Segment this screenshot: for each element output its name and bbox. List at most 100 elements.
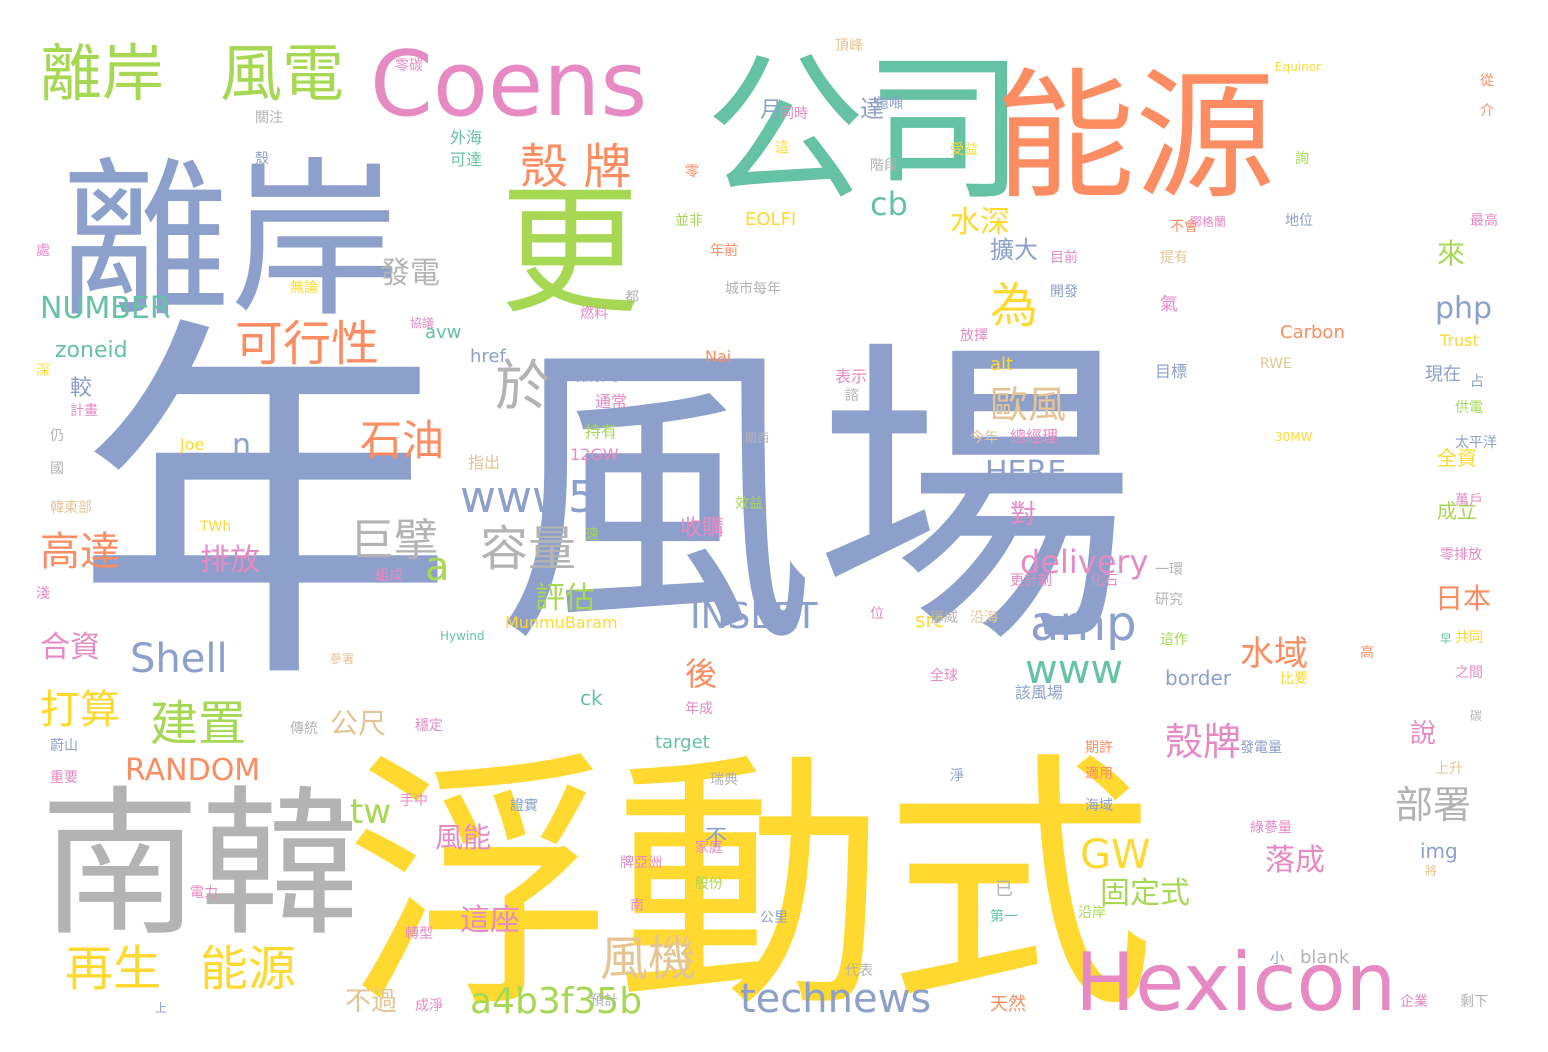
cloud-word: 年成 bbox=[685, 701, 713, 717]
cloud-word: www bbox=[1025, 647, 1123, 693]
cloud-word: 30MW bbox=[1275, 430, 1313, 444]
cloud-word: ck bbox=[580, 686, 603, 710]
cloud-word: 這 bbox=[775, 140, 789, 156]
cloud-word: 適用 bbox=[1085, 765, 1113, 782]
cloud-word: blank bbox=[1300, 947, 1350, 968]
cloud-word: 轉型 bbox=[405, 926, 433, 942]
cloud-word: 殼牌 bbox=[1165, 720, 1241, 764]
cloud-word: amp bbox=[1030, 596, 1137, 652]
cloud-word: 評估 bbox=[535, 581, 595, 616]
cloud-word: 深 bbox=[36, 363, 50, 379]
cloud-word: 能源 bbox=[200, 941, 296, 997]
cloud-word: 現在 bbox=[1425, 364, 1461, 385]
cloud-word: 這作 bbox=[1160, 632, 1188, 648]
cloud-word: tw bbox=[350, 792, 391, 832]
cloud-word: alt bbox=[990, 354, 1013, 375]
cloud-word: 風能 bbox=[435, 821, 491, 854]
cloud-word: 表示 bbox=[835, 367, 867, 386]
cloud-word: RANDOM bbox=[125, 753, 260, 788]
cloud-word: 日本 bbox=[1435, 582, 1491, 615]
cloud-word: Nai bbox=[705, 347, 731, 366]
cloud-word: 關注 bbox=[255, 110, 283, 126]
cloud-word: 重要 bbox=[50, 770, 78, 786]
cloud-word: 無論 bbox=[290, 280, 318, 296]
cloud-word: MunmuBaram bbox=[505, 613, 618, 632]
cloud-word: 12GW bbox=[570, 445, 619, 464]
cloud-word: 公司 bbox=[705, 36, 1025, 223]
cloud-word: 零碳 bbox=[395, 58, 423, 74]
cloud-word: 家庭 bbox=[695, 839, 723, 856]
cloud-word: 綠蔘量 bbox=[1250, 820, 1292, 836]
cloud-word: 一環 bbox=[1155, 562, 1183, 578]
cloud-word: 來 bbox=[1437, 237, 1465, 270]
cloud-word: php bbox=[1435, 291, 1492, 326]
cloud-word: 期許 bbox=[1085, 740, 1113, 756]
cloud-word: 不過 bbox=[345, 987, 397, 1017]
cloud-word: 更 bbox=[500, 171, 640, 334]
cloud-word: EOLFI bbox=[745, 209, 796, 230]
cloud-word: 可行性 bbox=[235, 316, 379, 372]
cloud-word: 供電 bbox=[1455, 400, 1483, 416]
cloud-word: 海域 bbox=[1085, 798, 1113, 814]
cloud-word: 成立 bbox=[1437, 499, 1477, 523]
cloud-word: 關西 bbox=[745, 431, 769, 445]
cloud-word: 淨 bbox=[950, 768, 964, 784]
cloud-word: 持有 bbox=[585, 422, 617, 441]
cloud-word: 石油 bbox=[360, 416, 444, 465]
cloud-word: 組成 bbox=[375, 568, 403, 584]
cloud-word: 不 bbox=[705, 826, 727, 851]
cloud-word: 殼 bbox=[255, 151, 269, 167]
cloud-word: 年前 bbox=[710, 242, 738, 259]
cloud-word: 能源 bbox=[995, 56, 1275, 219]
cloud-word: target bbox=[655, 732, 710, 753]
cloud-word: 研究 bbox=[1155, 592, 1183, 608]
cloud-word: 證實 bbox=[510, 797, 538, 814]
cloud-word: 預計 bbox=[590, 993, 618, 1009]
cloud-word: 電力 bbox=[190, 885, 218, 901]
cloud-word: 打算 bbox=[40, 687, 120, 733]
cloud-word: 協議 bbox=[410, 315, 434, 330]
cloud-word: 最高 bbox=[1470, 212, 1498, 229]
cloud-word: 沿岸 bbox=[1078, 905, 1106, 921]
cloud-word: 高 bbox=[1360, 644, 1374, 661]
cloud-word: Joe bbox=[179, 435, 204, 454]
cloud-word: 企業 bbox=[1400, 993, 1428, 1010]
cloud-word: a4b3f35b bbox=[470, 981, 642, 1022]
cloud-word: 億噸 bbox=[875, 96, 903, 112]
cloud-word: 燃料 bbox=[580, 305, 608, 322]
cloud-word: 浮動式 bbox=[345, 729, 1155, 1044]
cloud-word: 月 bbox=[760, 98, 782, 123]
cloud-word: 風機 bbox=[600, 931, 696, 987]
cloud-word: GW bbox=[1080, 832, 1151, 878]
cloud-word: 地位 bbox=[1285, 213, 1313, 229]
cloud-word: 詢 bbox=[1295, 151, 1309, 167]
cloud-word: 排放 bbox=[200, 543, 260, 578]
cloud-word: a bbox=[425, 544, 450, 590]
cloud-word: 說 bbox=[1410, 719, 1436, 749]
cloud-word: 發電量 bbox=[1240, 740, 1282, 756]
cloud-word: 剩下 bbox=[1460, 994, 1488, 1010]
cloud-word: 位 bbox=[870, 606, 884, 622]
cloud-word: 股份 bbox=[695, 876, 723, 892]
cloud-word: 第一 bbox=[990, 908, 1018, 925]
cloud-word: 處 bbox=[36, 243, 50, 259]
cloud-word: 固定式 bbox=[1100, 876, 1190, 911]
cloud-word: 並非 bbox=[675, 213, 703, 229]
cloud-word: RWE bbox=[1260, 356, 1292, 372]
cloud-word: 零 bbox=[685, 164, 699, 180]
cloud-word: 巨擘 bbox=[350, 515, 438, 566]
cloud-word: 發電 bbox=[380, 256, 440, 291]
cloud-word: 於 bbox=[495, 354, 550, 418]
cloud-word: 放擇 bbox=[960, 328, 988, 344]
cloud-word: 公里 bbox=[760, 910, 788, 926]
cloud-word: 不會 bbox=[1170, 219, 1198, 235]
cloud-word: 同時 bbox=[780, 106, 808, 122]
cloud-word: 從 bbox=[1480, 73, 1494, 89]
cloud-word: 上 bbox=[155, 1001, 167, 1015]
cloud-word: 合資 bbox=[40, 630, 100, 665]
cloud-word: 諮 bbox=[845, 387, 859, 404]
cloud-word: 上升 bbox=[1435, 761, 1463, 777]
cloud-word: 水域 bbox=[1240, 634, 1308, 674]
cloud-word: 可達 bbox=[450, 150, 482, 169]
